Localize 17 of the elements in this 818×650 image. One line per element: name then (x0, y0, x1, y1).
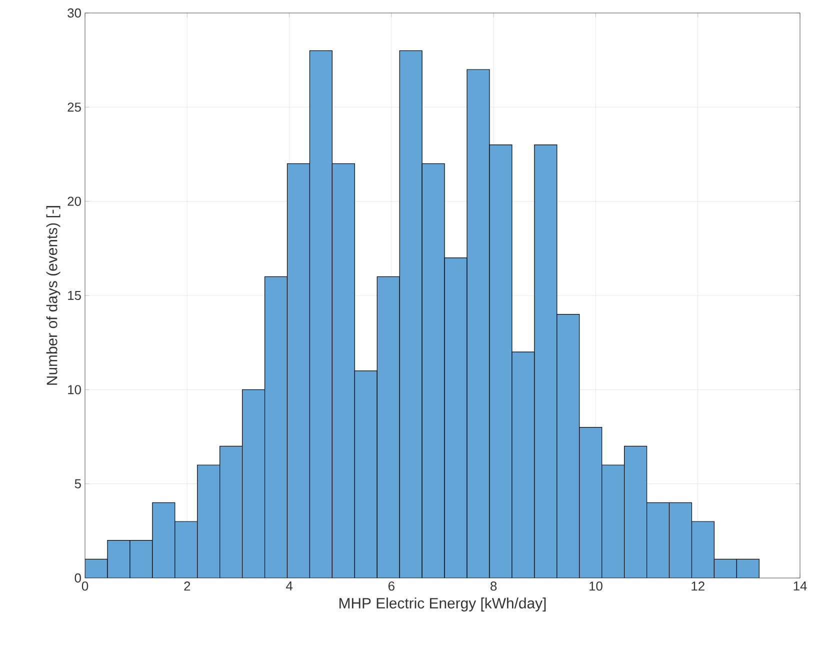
x-tick-label: 6 (388, 582, 394, 591)
x-tick-label: 2 (184, 582, 190, 591)
x-tick-label: 4 (286, 582, 293, 590)
y-tick-label: 20 (68, 196, 81, 206)
y-tick-label: 0 (74, 573, 81, 583)
y-axis-title: Number of days (events) [-] (46, 206, 60, 385)
x-tick-label: 10 (590, 582, 602, 591)
y-tick-label: 5 (74, 479, 81, 488)
y-tick-label: 10 (68, 385, 81, 394)
x-tick-label: 12 (692, 582, 704, 591)
x-tick-label: 0 (82, 582, 88, 591)
y-tick-label: 30 (68, 8, 81, 18)
y-tick-label: 15 (68, 290, 81, 300)
x-axis-title: MHP Electric Energy [kWh/day] (340, 598, 546, 612)
y-tick-label: 25 (68, 102, 81, 112)
x-tick-label: 14 (794, 582, 807, 590)
x-tick-label: 8 (490, 582, 497, 591)
